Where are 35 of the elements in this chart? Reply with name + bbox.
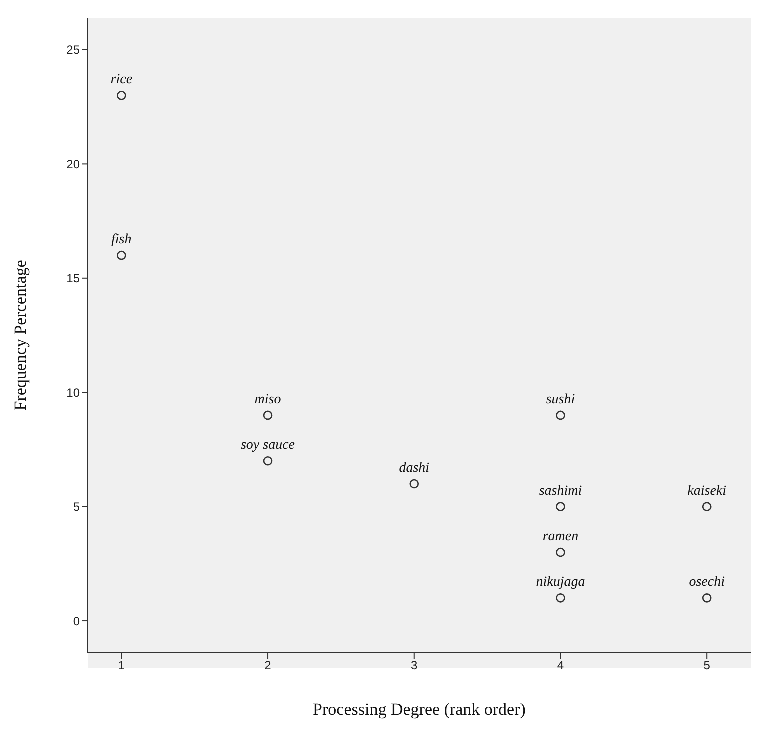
- point: [702, 594, 712, 603]
- y-tick-label: 0: [73, 614, 80, 628]
- point: [410, 479, 420, 489]
- point: [556, 548, 566, 558]
- x-tick-label: 5: [704, 658, 711, 673]
- point: [556, 410, 566, 420]
- point: [263, 456, 273, 466]
- x-tick-label: 1: [118, 658, 126, 673]
- y-tick-label: 10: [66, 386, 80, 400]
- point: [117, 250, 126, 260]
- annotation: sashimi: [539, 484, 582, 499]
- point: [556, 594, 566, 603]
- x-tick-label: 3: [411, 658, 418, 673]
- annotation: rice: [110, 72, 133, 88]
- y-tick-label: 25: [66, 43, 80, 58]
- y-tick-label: 5: [73, 500, 80, 514]
- y-tick-label: 20: [66, 157, 80, 172]
- annotation: miso: [254, 392, 282, 408]
- x-tick-label: 2: [264, 658, 272, 673]
- point: [117, 91, 126, 100]
- annotation: osechi: [689, 575, 726, 590]
- annotation: nikujaga: [536, 575, 586, 590]
- annotation: dashi: [399, 460, 430, 476]
- annotation: ramen: [542, 529, 579, 544]
- annotation: kaiseki: [688, 484, 727, 499]
- x-axis-title: Processing Degree (rank order): [313, 700, 526, 719]
- annotation: soy sauce: [240, 438, 296, 454]
- x-tick-label: 4: [557, 658, 564, 673]
- point: [263, 410, 273, 420]
- annotation: sushi: [546, 392, 576, 408]
- point: [702, 502, 712, 512]
- point: [556, 502, 566, 512]
- y-tick-label: 15: [66, 272, 80, 286]
- annotation: fish: [112, 232, 132, 248]
- y-axis-title: Frequency Percentage: [11, 260, 30, 411]
